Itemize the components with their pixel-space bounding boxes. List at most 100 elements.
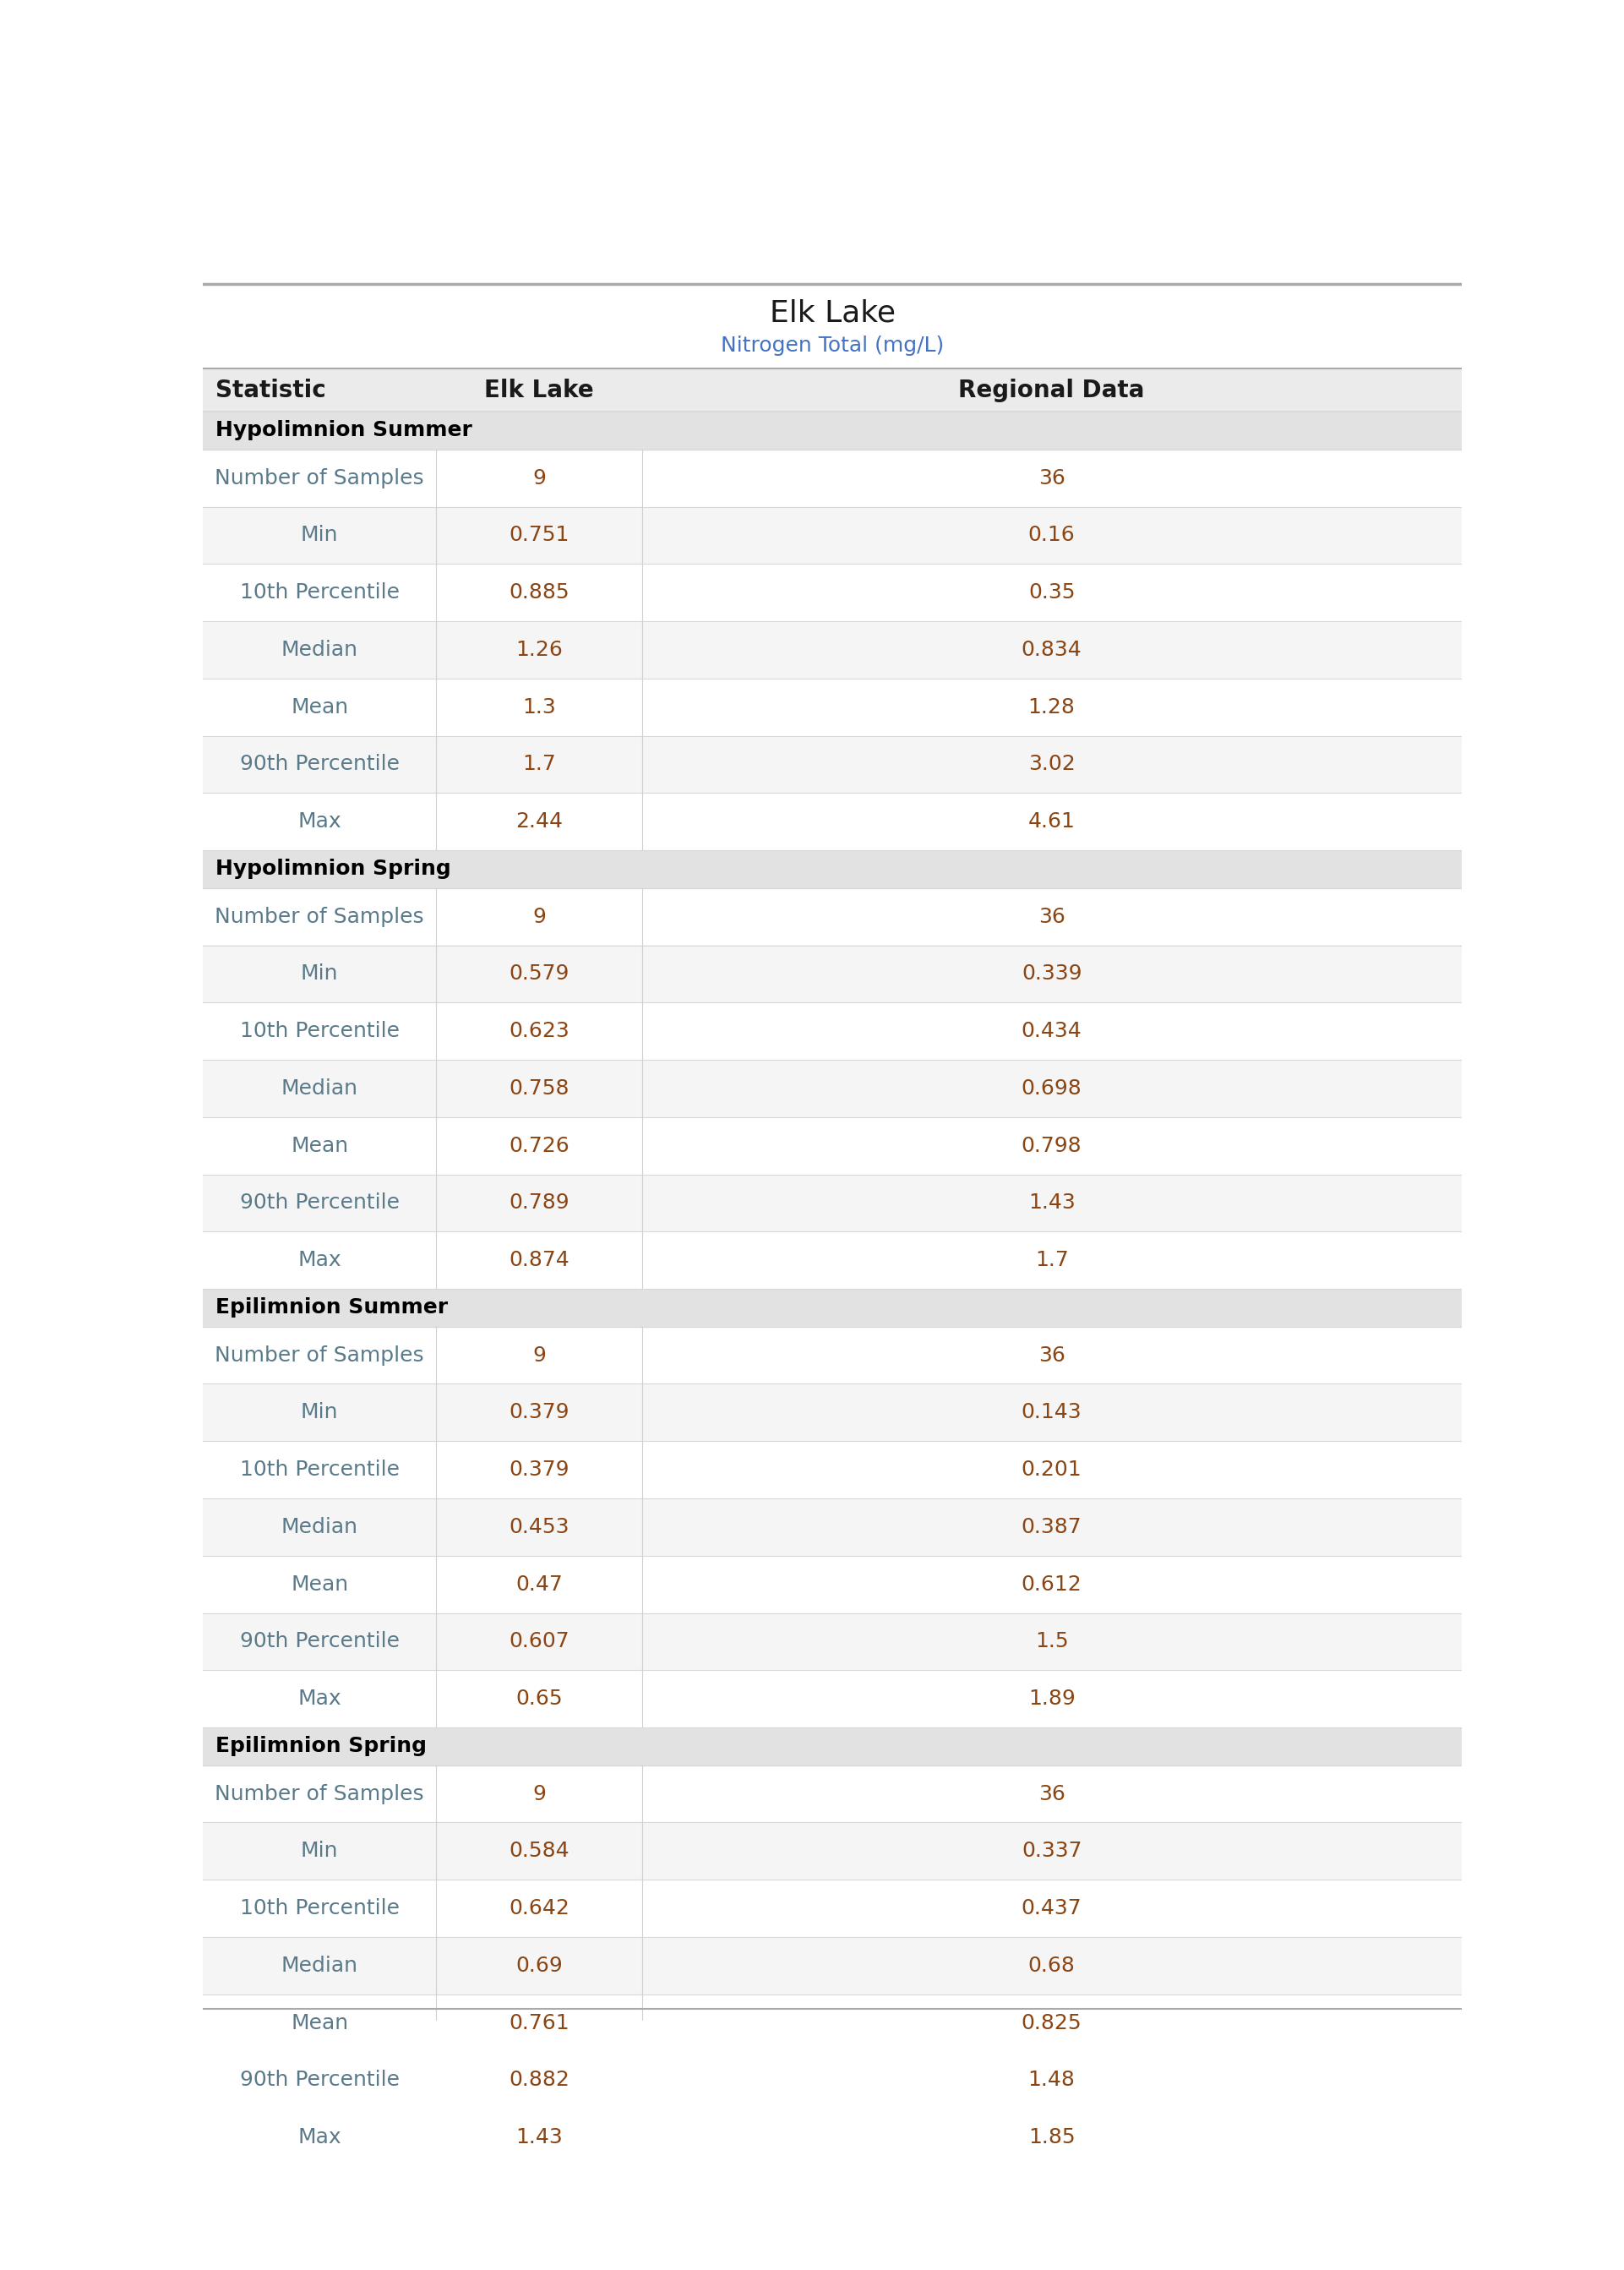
Text: 0.825: 0.825: [1021, 2013, 1082, 2034]
Text: 1.43: 1.43: [1028, 1192, 1075, 1212]
Text: 10th Percentile: 10th Percentile: [240, 1022, 400, 1042]
Text: 0.68: 0.68: [1028, 1954, 1075, 1975]
Text: Median: Median: [281, 1516, 357, 1537]
Text: 0.69: 0.69: [515, 1954, 562, 1975]
Text: 0.607: 0.607: [508, 1632, 568, 1653]
Text: Number of Samples: Number of Samples: [214, 1784, 424, 1805]
Bar: [203, 2052, 1462, 2109]
Text: 36: 36: [1038, 906, 1065, 926]
Text: Median: Median: [281, 640, 357, 661]
Text: 9: 9: [533, 1346, 546, 1364]
Bar: [203, 792, 1462, 851]
Text: 36: 36: [1038, 1346, 1065, 1364]
Bar: [203, 1060, 1462, 1117]
Text: 0.885: 0.885: [508, 583, 568, 604]
Text: 0.339: 0.339: [1021, 965, 1082, 983]
Text: 0.453: 0.453: [508, 1516, 568, 1537]
Text: 36: 36: [1038, 468, 1065, 488]
Bar: [203, 1555, 1462, 1614]
Bar: [203, 735, 1462, 792]
Text: Max: Max: [297, 1251, 341, 1271]
Text: Number of Samples: Number of Samples: [214, 468, 424, 488]
Text: Mean: Mean: [291, 697, 348, 717]
Text: Min: Min: [300, 1403, 338, 1423]
Text: 0.437: 0.437: [1021, 1898, 1082, 1918]
Text: 1.7: 1.7: [1034, 1251, 1069, 1271]
Text: 10th Percentile: 10th Percentile: [240, 1898, 400, 1918]
Text: 90th Percentile: 90th Percentile: [240, 1632, 400, 1653]
Bar: [203, 851, 1462, 888]
Text: 0.379: 0.379: [508, 1460, 568, 1480]
Text: 1.89: 1.89: [1028, 1689, 1075, 1709]
Text: 0.834: 0.834: [1021, 640, 1082, 661]
Text: 0.726: 0.726: [508, 1135, 570, 1155]
Bar: [203, 1003, 1462, 1060]
Bar: [203, 1174, 1462, 1233]
Text: 0.47: 0.47: [515, 1573, 562, 1594]
Bar: [203, 1727, 1462, 1766]
Text: 0.758: 0.758: [508, 1078, 568, 1099]
Bar: [203, 506, 1462, 563]
Text: 90th Percentile: 90th Percentile: [240, 1192, 400, 1212]
Text: Max: Max: [297, 810, 341, 831]
Bar: [203, 1498, 1462, 1555]
Text: Mean: Mean: [291, 1573, 348, 1594]
Text: 0.143: 0.143: [1021, 1403, 1082, 1423]
Text: 4.61: 4.61: [1028, 810, 1075, 831]
Bar: [203, 1289, 1462, 1326]
Text: 90th Percentile: 90th Percentile: [240, 2070, 400, 2091]
Text: 0.789: 0.789: [508, 1192, 568, 1212]
Text: 0.387: 0.387: [1021, 1516, 1082, 1537]
Text: 0.882: 0.882: [508, 2070, 570, 2091]
Text: 90th Percentile: 90th Percentile: [240, 754, 400, 774]
Text: 2.44: 2.44: [515, 810, 562, 831]
Text: Mean: Mean: [291, 1135, 348, 1155]
Text: 1.85: 1.85: [1028, 2127, 1075, 2147]
Text: 10th Percentile: 10th Percentile: [240, 583, 400, 604]
Text: 0.434: 0.434: [1021, 1022, 1082, 1042]
Text: 9: 9: [533, 906, 546, 926]
Text: 0.761: 0.761: [508, 2013, 568, 2034]
Bar: [203, 1766, 1462, 1823]
Bar: [203, 1233, 1462, 1289]
Text: Elk Lake: Elk Lake: [484, 379, 594, 402]
Text: 0.642: 0.642: [508, 1898, 570, 1918]
Bar: [203, 679, 1462, 735]
Text: Number of Samples: Number of Samples: [214, 1346, 424, 1364]
Bar: [203, 411, 1462, 449]
Text: 1.7: 1.7: [523, 754, 555, 774]
Text: 0.698: 0.698: [1021, 1078, 1082, 1099]
Bar: [203, 1936, 1462, 1995]
Text: Regional Data: Regional Data: [958, 379, 1145, 402]
Bar: [203, 368, 1462, 411]
Text: Epilimnion Spring: Epilimnion Spring: [216, 1737, 427, 1757]
Text: 9: 9: [533, 468, 546, 488]
Text: Max: Max: [297, 1689, 341, 1709]
Bar: [203, 1671, 1462, 1727]
Bar: [203, 1614, 1462, 1671]
Bar: [203, 1995, 1462, 2052]
Text: Min: Min: [300, 965, 338, 983]
Text: 1.5: 1.5: [1034, 1632, 1069, 1653]
Text: 1.48: 1.48: [1028, 2070, 1075, 2091]
Text: Median: Median: [281, 1954, 357, 1975]
Bar: [203, 1326, 1462, 1385]
Bar: [203, 449, 1462, 506]
Text: 1.26: 1.26: [515, 640, 562, 661]
Text: 0.751: 0.751: [508, 524, 568, 545]
Text: Hypolimnion Summer: Hypolimnion Summer: [216, 420, 473, 440]
Text: Epilimnion Summer: Epilimnion Summer: [216, 1298, 448, 1319]
Text: Number of Samples: Number of Samples: [214, 906, 424, 926]
Text: 0.623: 0.623: [508, 1022, 570, 1042]
Text: 0.65: 0.65: [515, 1689, 562, 1709]
Text: 0.337: 0.337: [1021, 1841, 1082, 1861]
Bar: [203, 622, 1462, 679]
Text: 36: 36: [1038, 1784, 1065, 1805]
Bar: [203, 563, 1462, 622]
Bar: [203, 944, 1462, 1003]
Text: 0.798: 0.798: [1021, 1135, 1082, 1155]
Text: 0.584: 0.584: [508, 1841, 568, 1861]
Text: 1.43: 1.43: [515, 2127, 562, 2147]
Text: 1.28: 1.28: [1028, 697, 1075, 717]
Bar: [203, 1880, 1462, 1936]
